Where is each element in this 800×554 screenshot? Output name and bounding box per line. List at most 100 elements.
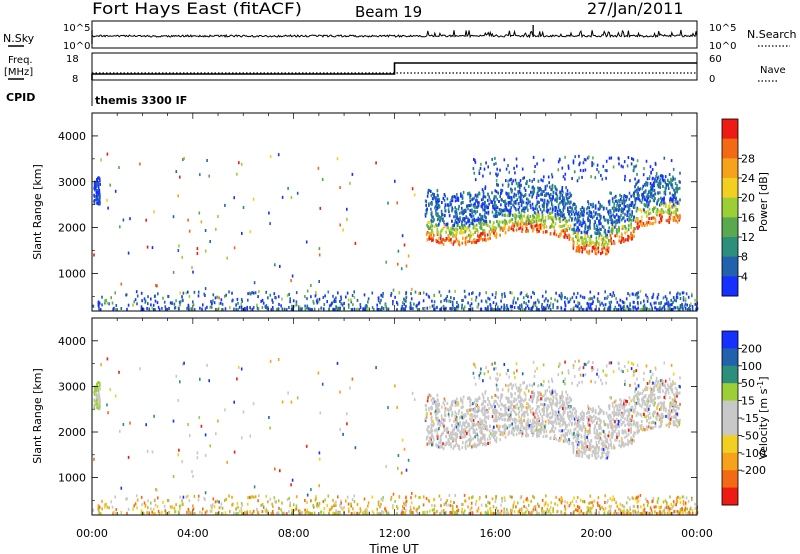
power-cell bbox=[658, 220, 661, 224]
power-cell bbox=[224, 307, 227, 311]
power-cell bbox=[559, 220, 561, 224]
velocity-cell bbox=[401, 508, 403, 512]
power-cell bbox=[519, 200, 522, 203]
power-cell bbox=[673, 298, 676, 302]
power-cell bbox=[518, 183, 521, 187]
power-cell bbox=[544, 187, 547, 191]
velocity-cell bbox=[536, 502, 539, 506]
power-cell bbox=[495, 172, 497, 176]
velocity-cell bbox=[498, 512, 501, 516]
velocity-cell bbox=[96, 385, 99, 389]
power-cell bbox=[409, 307, 412, 311]
power-cell bbox=[670, 298, 672, 302]
date-label: 27/Jan/2011 bbox=[587, 0, 684, 18]
velocity-cell bbox=[517, 510, 519, 514]
power-cell bbox=[673, 210, 676, 214]
power-cell bbox=[518, 190, 521, 194]
velocity-cell bbox=[150, 501, 152, 505]
power-cell bbox=[605, 207, 608, 211]
power-cell bbox=[605, 234, 607, 238]
power-cell bbox=[179, 291, 181, 295]
power-cell bbox=[595, 248, 598, 251]
power-cell bbox=[561, 219, 564, 223]
power-cell bbox=[538, 187, 540, 191]
power-cell bbox=[503, 223, 506, 227]
power-cell bbox=[673, 218, 676, 222]
power-cell bbox=[640, 219, 643, 223]
power-cell bbox=[579, 294, 582, 298]
power-cell bbox=[629, 218, 631, 222]
power-cell bbox=[536, 202, 539, 206]
power-cell bbox=[598, 244, 600, 248]
power-cell bbox=[233, 196, 235, 200]
velocity-cell bbox=[179, 380, 181, 384]
velocity-cell bbox=[431, 503, 433, 507]
velocity-cell bbox=[337, 495, 339, 499]
power-cell bbox=[422, 307, 424, 311]
power-cell bbox=[601, 204, 603, 208]
power-cell bbox=[643, 299, 645, 303]
power-cell bbox=[277, 307, 280, 311]
velocity-cell bbox=[449, 504, 452, 508]
power-cell bbox=[508, 219, 511, 223]
freq-panel: Freq. [MHz] 18 8 60 0 Nave bbox=[4, 52, 786, 85]
power-cell bbox=[453, 240, 455, 244]
power-cell bbox=[636, 181, 639, 185]
velocity-cell bbox=[288, 510, 290, 514]
power-cell bbox=[426, 238, 429, 242]
power-cell bbox=[269, 222, 271, 226]
power-cell bbox=[604, 228, 606, 232]
velocity-cell bbox=[429, 509, 431, 513]
velocity-cell bbox=[689, 512, 691, 515]
velocity-cell bbox=[295, 504, 298, 508]
power-cell bbox=[597, 246, 599, 250]
power-cell bbox=[544, 185, 547, 189]
velocity-cell bbox=[151, 510, 153, 514]
velocity-cell bbox=[615, 512, 618, 515]
velocity-cell bbox=[240, 509, 243, 513]
velocity-cell bbox=[246, 511, 249, 515]
power-cell bbox=[561, 293, 563, 297]
power-cell bbox=[650, 217, 653, 220]
power-cell bbox=[597, 292, 600, 296]
velocity-cell bbox=[448, 503, 450, 507]
power-cell bbox=[496, 206, 499, 209]
velocity-cell bbox=[336, 510, 339, 514]
power-cell bbox=[583, 210, 585, 214]
power-cell bbox=[479, 234, 481, 238]
power-cell bbox=[581, 238, 583, 242]
power-cell bbox=[446, 226, 448, 230]
power-cell bbox=[469, 193, 472, 197]
power-cell bbox=[456, 308, 458, 312]
power-cell bbox=[386, 307, 388, 311]
power-cell bbox=[103, 299, 106, 303]
power-cell bbox=[456, 301, 458, 304]
velocity-cell bbox=[221, 506, 224, 510]
power-cell bbox=[459, 211, 461, 215]
velocity-cell bbox=[363, 512, 365, 516]
velocity-cell bbox=[396, 505, 398, 508]
power-cell bbox=[172, 215, 175, 219]
power-cell bbox=[562, 175, 565, 179]
power-cell bbox=[376, 303, 378, 307]
power-cell bbox=[549, 216, 552, 220]
power-cell bbox=[677, 291, 679, 295]
velocity-cell bbox=[113, 510, 115, 514]
power-cell bbox=[550, 188, 552, 191]
power-cell bbox=[317, 300, 320, 304]
velocity-cell bbox=[616, 504, 619, 508]
velocity-cell bbox=[318, 501, 321, 505]
power-cell bbox=[637, 217, 639, 220]
power-cell bbox=[377, 296, 380, 300]
power-cell bbox=[649, 182, 652, 185]
power-cell bbox=[347, 303, 350, 307]
power-cell bbox=[411, 287, 413, 291]
power-cell bbox=[521, 218, 523, 222]
velocity-cell bbox=[405, 508, 407, 512]
power-cell bbox=[676, 220, 679, 224]
power-cell bbox=[452, 235, 454, 238]
velocity-cell bbox=[545, 494, 547, 498]
power-cell bbox=[450, 237, 452, 241]
velocity-cell bbox=[500, 509, 503, 513]
velocity-cell bbox=[646, 511, 648, 514]
